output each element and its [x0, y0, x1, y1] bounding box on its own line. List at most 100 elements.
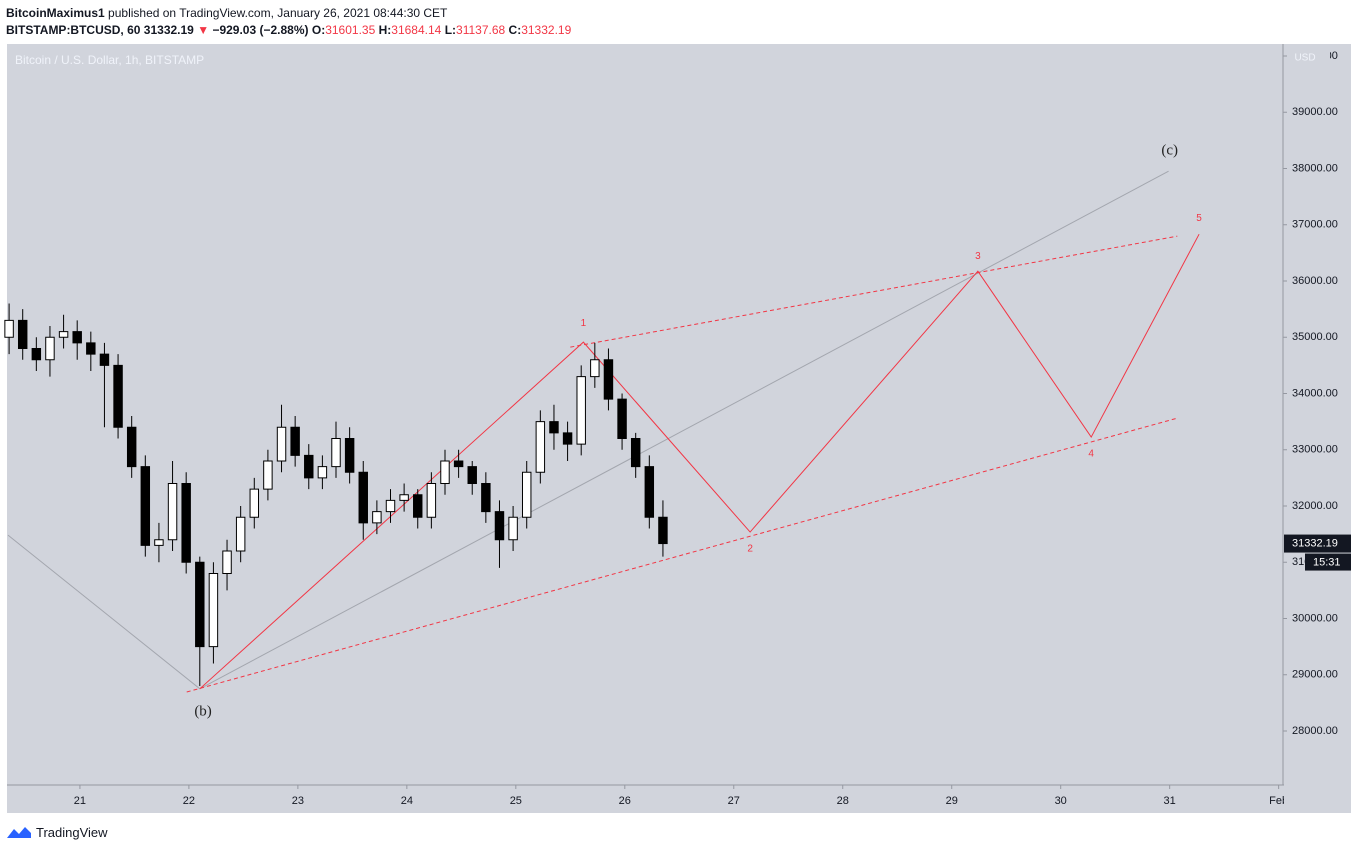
candle-body [344, 438, 355, 473]
candle-body [58, 331, 69, 338]
symbol-line: BITSTAMP:BTCUSD, 60 31332.19 ▼ −929.03 (… [6, 22, 571, 39]
currency: USD [1294, 53, 1315, 64]
price: 31332.19 [143, 23, 194, 37]
ohlc-key: H: [378, 23, 392, 37]
x-tick-label: 22 [183, 795, 195, 807]
arrow: ▼ [197, 23, 210, 37]
x-tick-label: 27 [728, 795, 740, 807]
candle-body [590, 359, 600, 378]
ohlc-value: 31684.14 [391, 23, 442, 37]
x-tick-label: 23 [292, 795, 304, 807]
candle-body [126, 426, 137, 468]
last-price: 31332.19 [1292, 537, 1338, 549]
candle-body [249, 488, 260, 518]
published: published on TradingView.com, January 26… [108, 6, 448, 20]
candle-body [195, 561, 205, 648]
publish-line: BitcoinMaximus1 published on TradingView… [6, 5, 571, 22]
x-tick-label: 30 [1055, 795, 1067, 807]
candle-body [317, 466, 328, 479]
x-tick-label: 28 [837, 795, 849, 807]
author[interactable]: BitcoinMaximus1 [6, 6, 105, 20]
candle-body [426, 483, 437, 518]
candle-body [208, 573, 219, 648]
candle-body [235, 516, 246, 552]
brand[interactable]: TradingView [36, 824, 108, 840]
ohlc-value: 31601.35 [325, 23, 376, 37]
candle-body [617, 398, 627, 439]
candle-body [372, 511, 382, 524]
candle-body [222, 550, 232, 574]
plot: 1 2 3 4 5 (b) (c) [4, 143, 1202, 719]
candle-body [521, 471, 532, 518]
countdown: 15:31 [1313, 556, 1341, 568]
y-tick-label: 37000.00 [1292, 219, 1338, 231]
candle-body [385, 499, 396, 513]
wave-label: 4 [1088, 449, 1094, 460]
candle-body [467, 466, 477, 484]
wave-label: 3 [975, 251, 981, 262]
y-tick-label: 30000.00 [1292, 612, 1338, 624]
ohlc-key: L: [444, 23, 457, 37]
header: BitcoinMaximus1 published on TradingView… [6, 5, 571, 39]
wave-label: 2 [747, 544, 753, 555]
candle-body [113, 364, 123, 428]
wave-label: (b) [194, 703, 212, 719]
candle-body [167, 483, 178, 541]
y-tick-label: 35000.00 [1292, 331, 1338, 343]
candle-body [453, 460, 464, 468]
ohlc-key: O: [311, 23, 326, 37]
wave-label: (c) [1161, 143, 1178, 159]
x-tick-label: Feb [1269, 795, 1288, 807]
candle-body [140, 466, 151, 546]
candle-body [154, 539, 164, 546]
y-tick-label: 34000.00 [1292, 387, 1338, 399]
ohlc-key: C: [508, 23, 522, 37]
candle-body [86, 342, 96, 355]
candle-body [4, 319, 14, 338]
candle-body [263, 460, 273, 490]
candle-body [413, 494, 423, 518]
candle-body [576, 376, 586, 445]
wave-line [186, 417, 1178, 693]
candle-body [45, 336, 55, 361]
y-tick-label: 29000.00 [1292, 669, 1338, 681]
x-tick-label: 31 [1164, 795, 1176, 807]
candle-body [72, 331, 82, 344]
footer: TradingView [6, 824, 108, 840]
y-tick-label: 32000.00 [1292, 500, 1338, 512]
countdown-box [1305, 553, 1351, 571]
y-tick-label: 33000.00 [1292, 444, 1338, 456]
candle-body [603, 359, 614, 400]
x-tick-label: 25 [510, 795, 522, 807]
wave-line [199, 233, 1200, 690]
y-tick-label: 36000.00 [1292, 275, 1338, 287]
candle-body [17, 319, 28, 349]
candle-body [630, 438, 641, 468]
x-tick-label: 26 [619, 795, 631, 807]
candle-body [358, 471, 368, 524]
candle-body [440, 460, 450, 484]
candle-body [99, 353, 110, 366]
candle-body [644, 466, 655, 518]
candle-body [181, 483, 191, 563]
last-price-box [1284, 534, 1351, 553]
y-tick-label: 38000.00 [1292, 162, 1338, 174]
candle-body [481, 483, 491, 513]
wave-label: 5 [1196, 213, 1202, 224]
candle-body [31, 348, 42, 361]
chart-legend: Bitcoin / U.S. Dollar, 1h, BITSTAMP [15, 53, 204, 67]
candle-body [331, 438, 341, 468]
candle-body [658, 516, 668, 545]
ohlc-value: 31137.68 [456, 23, 506, 37]
candle-body [276, 426, 287, 462]
candle-body [508, 516, 518, 541]
currency-box [1288, 50, 1330, 66]
ohlc: O:31601.35 H:31684.14 L:31137.68 C:31332… [312, 23, 571, 37]
x-tick-label: 21 [74, 795, 86, 807]
candle-body [494, 511, 505, 541]
wave-line [570, 235, 1178, 348]
chart-background [7, 44, 1351, 813]
logo [7, 827, 31, 838]
candle-body [304, 454, 314, 479]
